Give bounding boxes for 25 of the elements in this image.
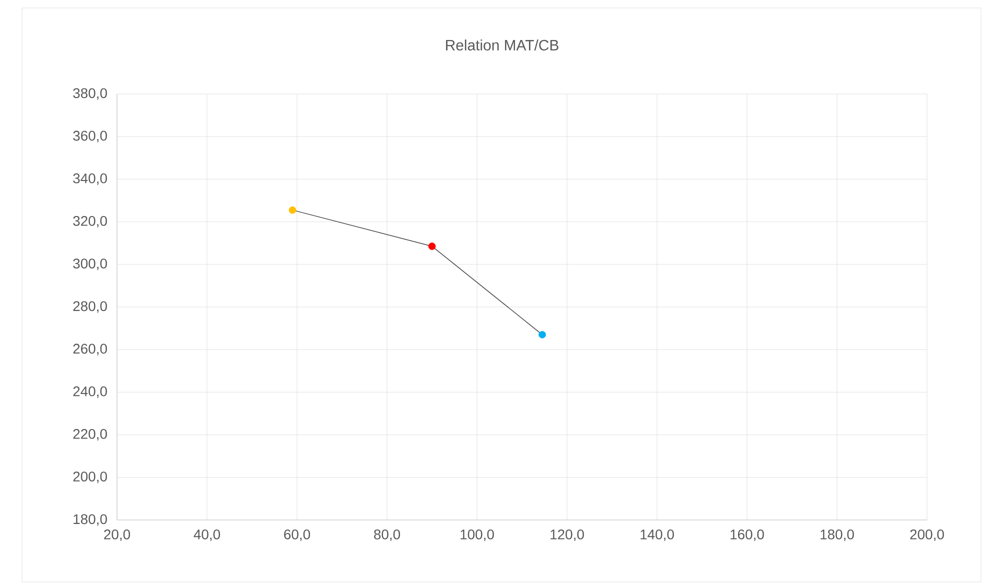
- x-tick-label: 200,0: [910, 529, 944, 542]
- x-tick-label: 140,0: [640, 529, 674, 542]
- y-tick-label: 300,0: [73, 258, 107, 270]
- y-tick-label: 180,0: [74, 514, 107, 526]
- chart-title: Relation MAT/CB: [446, 40, 558, 50]
- x-tick-label: 20,0: [104, 529, 130, 542]
- y-tick-label: 200,0: [73, 472, 107, 484]
- point: [288, 206, 296, 214]
- x-tick-label: 60,0: [284, 529, 310, 542]
- y-tick-label: 360,0: [73, 130, 107, 142]
- x-tick-label: 120,0: [550, 529, 584, 542]
- x-tick-label: 180,0: [820, 529, 854, 542]
- y-tick-label: 320,0: [73, 216, 107, 228]
- x-tick-label: 80,0: [374, 529, 400, 542]
- y-tick-label: 340,0: [73, 173, 107, 185]
- x-tick-label: 100,0: [460, 529, 494, 542]
- y-tick-label: 380,0: [73, 88, 107, 100]
- x-tick-label: 160,0: [730, 529, 764, 542]
- x-tick-label: 40,0: [194, 529, 220, 542]
- y-tick-label: 280,0: [73, 301, 107, 313]
- y-tick-label: 240,0: [73, 386, 107, 398]
- point: [428, 242, 436, 250]
- point: [538, 330, 546, 338]
- y-tick-label: 260,0: [73, 344, 107, 356]
- y-tick-label: 220,0: [73, 429, 107, 441]
